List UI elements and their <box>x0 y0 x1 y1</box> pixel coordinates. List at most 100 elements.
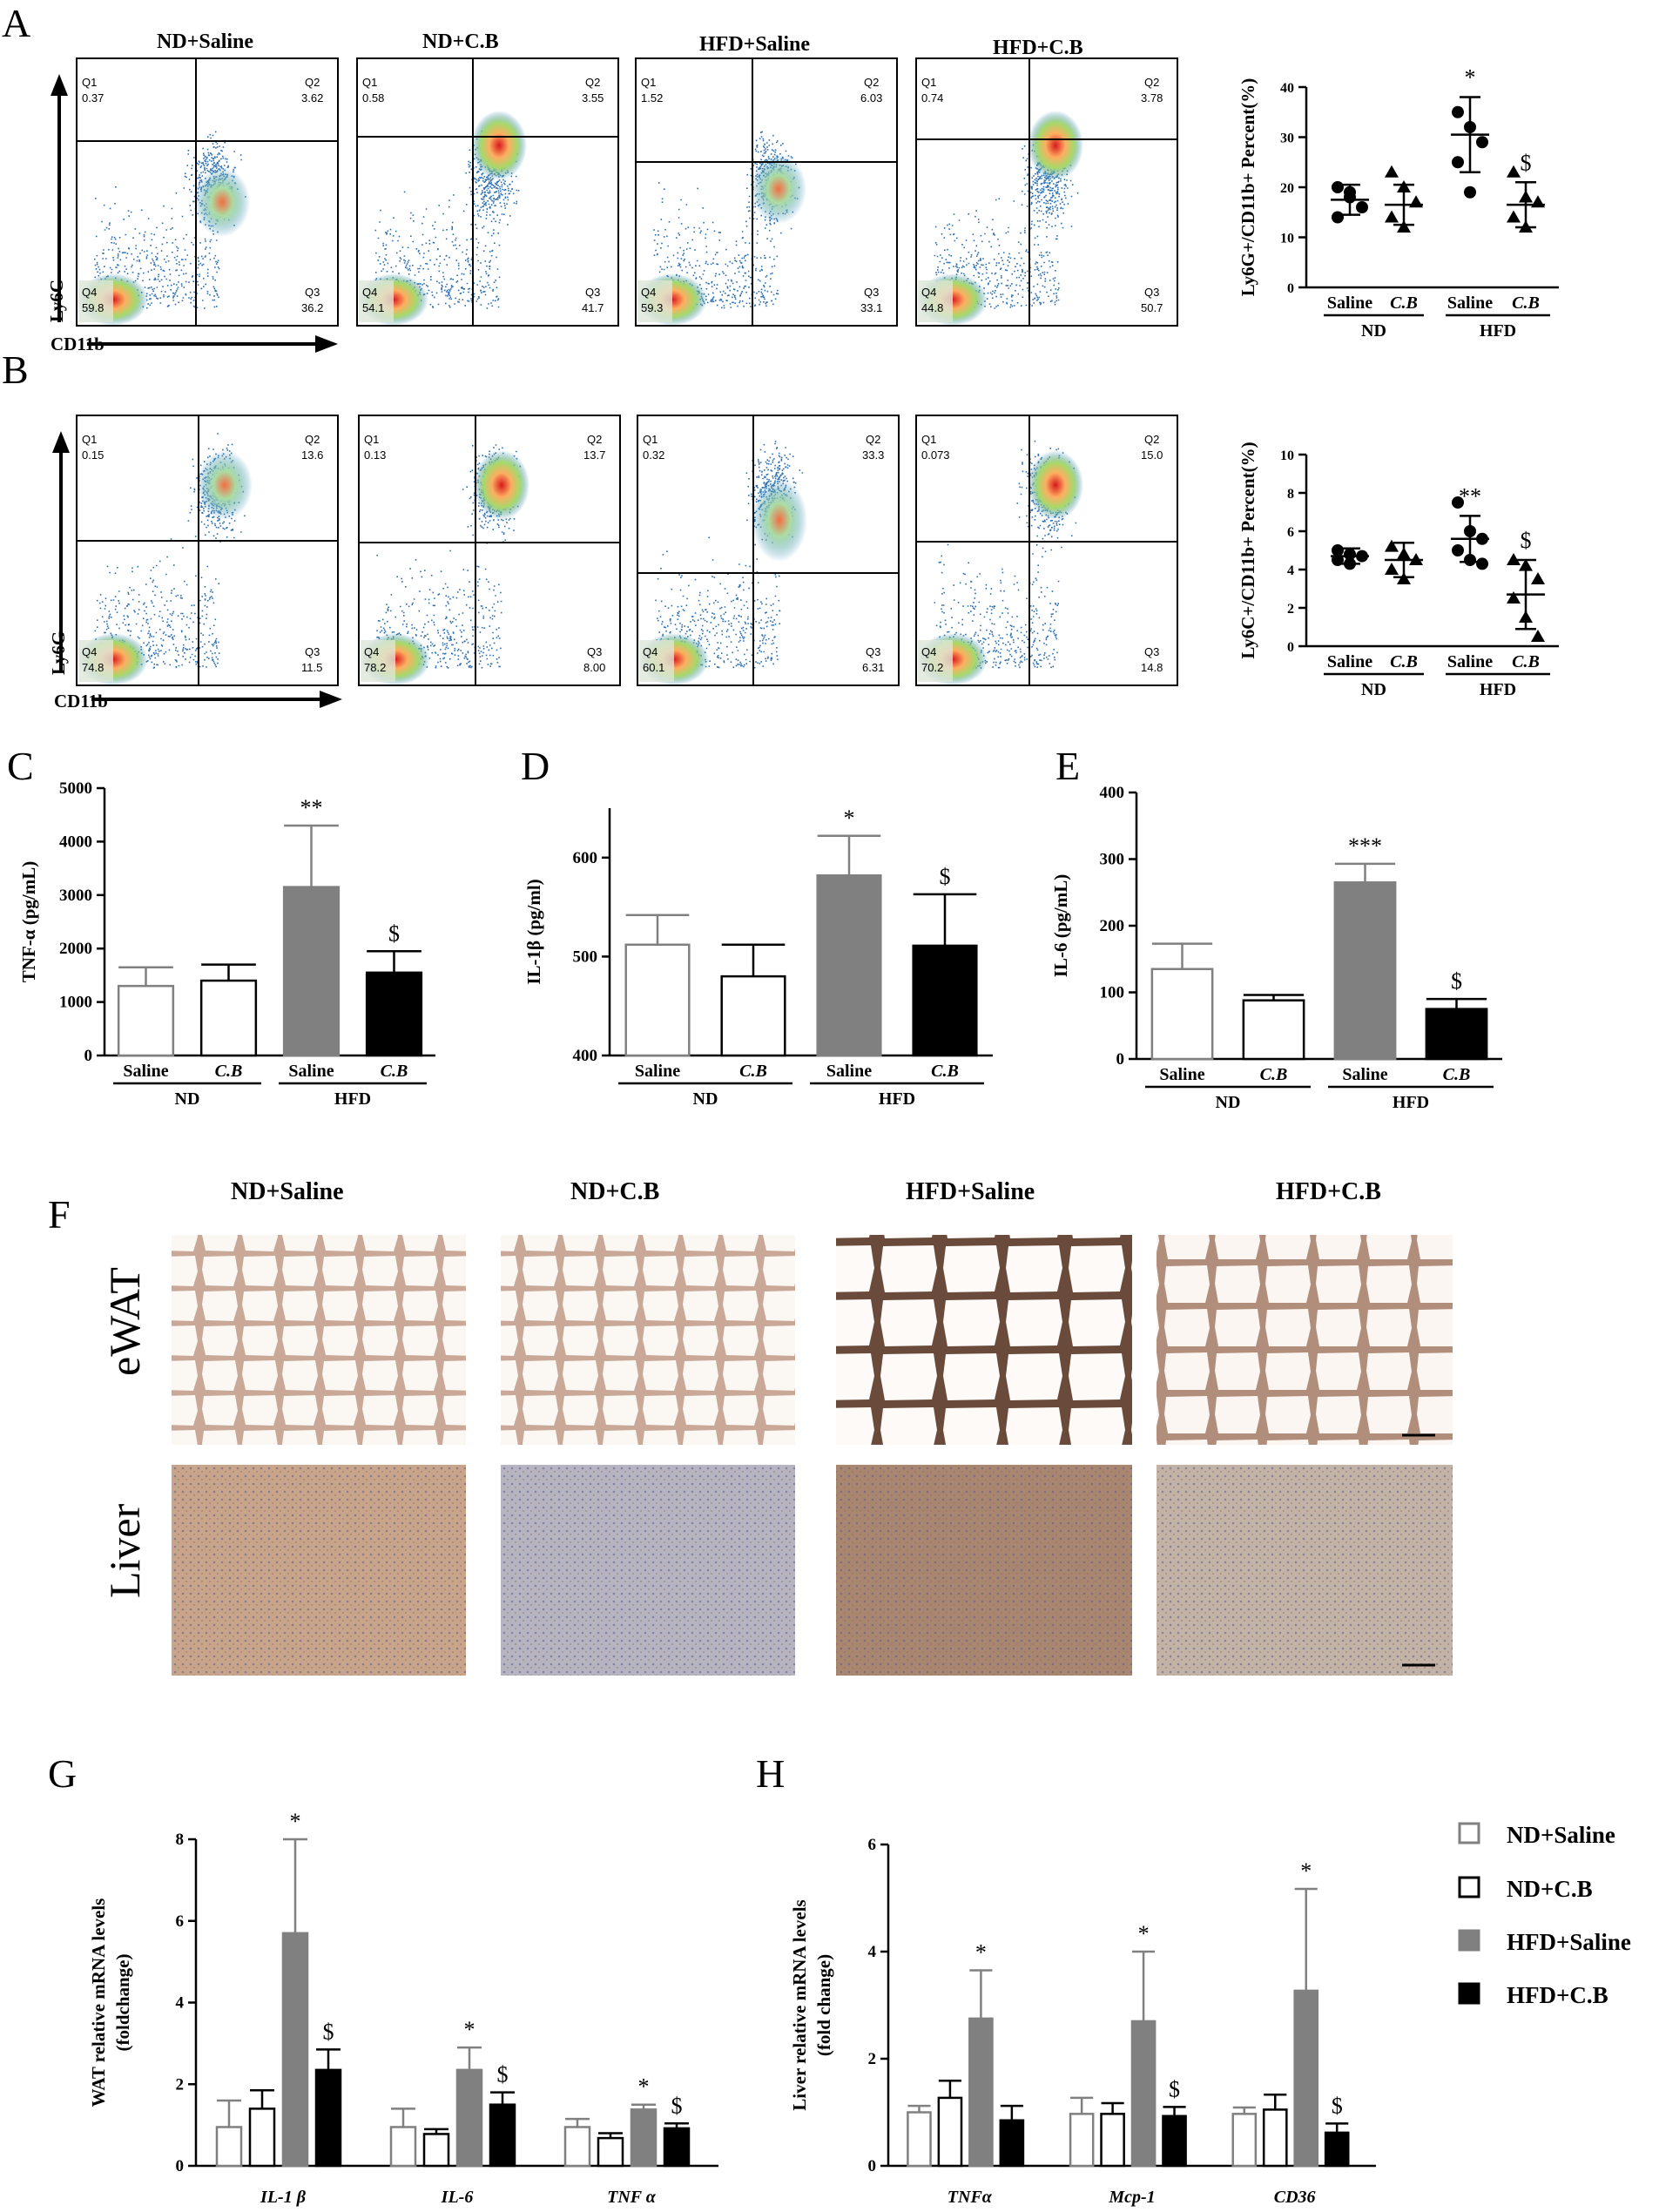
A_scatter-xlabel-3: C.B <box>1512 293 1540 313</box>
A_scatter-ytick-label-20: 20 <box>1280 181 1294 196</box>
H-xlabel-2: CD36 <box>1274 2188 1316 2207</box>
C-group-label-0: ND <box>175 1089 200 1109</box>
H-bar-0-3 <box>999 2119 1025 2168</box>
A_scatter-ytick-label-0: 0 <box>1287 281 1294 296</box>
panel-letter-B: B <box>2 347 29 392</box>
C-ylabel: TNF-α (pg/mL) <box>18 861 39 982</box>
tissue-label-ewat: eWAT <box>100 1267 149 1376</box>
E-group-label-1: HFD <box>1393 1093 1429 1112</box>
G-sig-2-2: * <box>638 2074 650 2100</box>
flow-B-plot-2-q2-label: Q2 <box>587 433 602 446</box>
A_scatter-point-1-3 <box>1385 210 1399 223</box>
H-bar-2-0 <box>1231 2113 1258 2168</box>
flow-B-plot-3-q2-label: Q2 <box>866 433 880 446</box>
flow-A-plot-1-q4-label: Q4 <box>82 286 97 299</box>
flow-B-plot-4-q4-box <box>918 640 953 682</box>
H-sig-0-2: * <box>975 1940 987 1966</box>
G-bar-1-2 <box>455 2068 483 2168</box>
H-xlabel-0: TNFα <box>948 2188 993 2207</box>
flow-A-yaxis-arrowhead <box>51 74 68 96</box>
D-sig-3: $ <box>940 864 951 889</box>
H-bar-2-3 <box>1324 2131 1350 2168</box>
flow-B-plot-2-q1-label: Q1 <box>364 433 379 446</box>
flow-B-plot-1-hotspot-main <box>197 450 253 520</box>
histo-ewat-nd-saline <box>172 1235 466 1445</box>
B_scatter-ytick-label-0: 0 <box>1287 640 1294 655</box>
flow-A-plot-4-q1-value: 0.74 <box>921 91 943 105</box>
G-sig-1-3: $ <box>497 2062 509 2087</box>
H-bar-2-2 <box>1293 1989 1319 2168</box>
flow-A-plot-4-q4-label: Q4 <box>921 286 936 299</box>
legend-label-hfd-cb: HFD+C.B <box>1507 1982 1608 2008</box>
flow-B-plot-1-q3-label: Q3 <box>305 645 320 658</box>
flow-B-plot-4-q1-label: Q1 <box>921 433 936 446</box>
G-ylabel-line2: (foldchange) <box>112 1954 133 2052</box>
flow-A-plot-1-q4-box <box>78 280 113 322</box>
A_scatter-point-2-2 <box>1476 136 1488 149</box>
histo-liver-hfd-cb-texture <box>1157 1465 1453 1676</box>
A_scatter-ytick-label-40: 40 <box>1280 81 1294 96</box>
G-bar-1-1 <box>422 2133 450 2168</box>
H-ylabel-line2: (fold change) <box>813 1954 834 2056</box>
H-bar-1-2 <box>1130 2020 1157 2168</box>
histo-liver-hfd-saline-texture <box>836 1465 1132 1676</box>
E-sig-3: $ <box>1451 968 1462 994</box>
C-ytick-label-0: 0 <box>84 1047 93 1065</box>
D-ylabel: IL-1β (pg/ml) <box>523 879 544 984</box>
flow-A-plot-2-q1-label: Q1 <box>362 76 377 89</box>
flow-A-plot-4-hotspot-main <box>1028 111 1083 180</box>
chart-H: 0 2 4 6 Liver relative mRNA levels (fold chan… <box>789 1836 1376 2207</box>
D-xlabel-3: C.B <box>931 1062 959 1081</box>
panel-letter-F: F <box>48 1192 71 1237</box>
flow-A-plot-2-q2-label: Q2 <box>585 76 600 89</box>
flow-header-nd-saline: ND+Saline <box>157 30 253 53</box>
flow-A-xaxis-arrowhead <box>315 335 338 353</box>
flow-A-plot-3-q3-label: Q3 <box>864 286 879 299</box>
flow-A-plot-1-q4-value: 59.8 <box>82 301 104 314</box>
chart-B_scatter: 0 2 4 6 8 10 Ly6C+/CD11b+ Percent(%) ** $ Saline C… <box>1238 442 1559 699</box>
A_scatter-xlabel-0: Saline <box>1327 293 1372 313</box>
B_scatter-group-label-1: HFD <box>1480 680 1516 699</box>
histo-liver-nd-saline-texture <box>172 1465 466 1676</box>
A_scatter-sig-2: * <box>1465 65 1476 91</box>
E-ylabel: IL-6 (pg/mL) <box>1050 874 1071 977</box>
flow-A-plot-1-q3-value: 36.2 <box>301 301 323 314</box>
legend-label-hfd-saline: HFD+Saline <box>1507 1929 1631 1955</box>
panel-letter-E: E <box>1055 744 1080 788</box>
G-xlabel-2: TNF α <box>607 2188 657 2207</box>
G-sig-0-2: * <box>290 1809 301 1834</box>
histo-header-hfd-saline: HFD+Saline <box>906 1178 1035 1205</box>
C-ytick-label-4000: 4000 <box>59 833 92 851</box>
flow-B-plot-3-q4-value: 60.1 <box>643 661 664 674</box>
flow-B-plot-4-q2-label: Q2 <box>1144 433 1159 446</box>
flow-B-plot-4-q4-value: 70.2 <box>921 661 943 674</box>
H-bar-1-3 <box>1162 2114 1187 2168</box>
panel-letters: A B C D E F G H <box>2 1 1080 1796</box>
chart-E: 0 100 200 300 400 IL-6 (pg/mL) *** $ Saline C.B Sa… <box>1050 784 1502 1112</box>
flow-B-plot-4-q3-label: Q3 <box>1144 645 1159 658</box>
H-bar-0-1 <box>937 2096 963 2168</box>
C-xlabel-3: C.B <box>381 1062 408 1081</box>
E-ytick-label-200: 200 <box>1100 917 1125 935</box>
D-xlabel-2: Saline <box>826 1062 872 1081</box>
D-bar-1 <box>720 974 786 1057</box>
flow-panel-B: Q1 0.15 Q2 13.6 Q3 11.5 Q4 74.8 Q1 0.13 Q2 13.7 Q3 8.… <box>76 415 1178 686</box>
flow-A-plot-3-q2-value: 6.03 <box>860 91 882 105</box>
flow-A-plot-3-q4-value: 59.3 <box>641 301 663 314</box>
flow-A-plot-1-q1-value: 0.37 <box>82 91 104 105</box>
G-bar-0-2 <box>281 1932 309 2168</box>
flow-A-plot-3-q4-label: Q4 <box>641 286 656 299</box>
flow-header-hfd-cb: HFD+C.B <box>993 37 1083 59</box>
histo-header-hfd-cb: HFD+C.B <box>1276 1178 1381 1205</box>
flow-B-plot-3-q3-value: 6.31 <box>862 661 884 674</box>
flow-panel-A: Q1 0.37 Q2 3.62 Q3 36.2 Q4 59.8 Q1 0.58 Q2 3.55 Q3 41… <box>76 57 1178 327</box>
flow-B-plot-3-q1-label: Q1 <box>643 433 658 446</box>
G-sig-2-3: $ <box>671 2093 683 2118</box>
B_scatter-ytick-label-2: 2 <box>1287 602 1294 617</box>
G-bar-0-1 <box>248 2107 276 2168</box>
flow-axes: Ly6C CD11b Ly6G CD11b <box>46 74 342 711</box>
flow-A-plot-3: Q1 1.52 Q2 6.03 Q3 33.1 Q4 59.3 <box>635 57 898 327</box>
flow-B-plot-1-q4-box <box>78 640 113 682</box>
H-bar-2-1 <box>1262 2108 1288 2168</box>
